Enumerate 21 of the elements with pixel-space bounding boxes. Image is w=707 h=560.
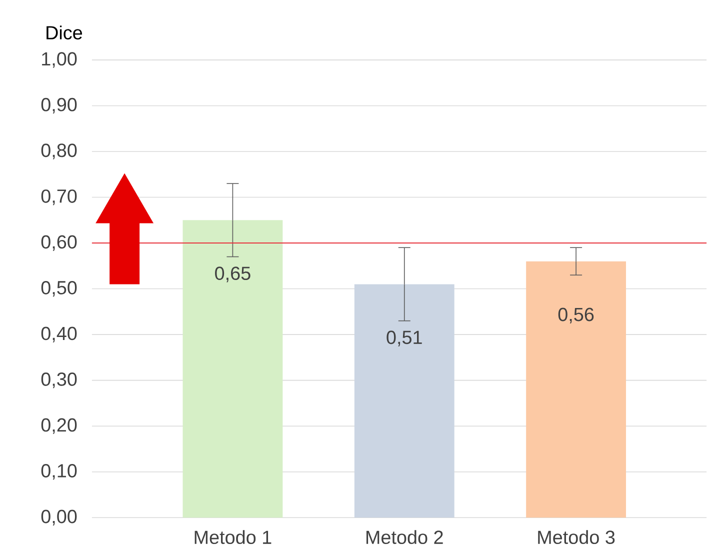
bar [354,284,454,518]
y-tick-label: 1,00 [42,52,77,68]
data-label: 0,65 [215,266,250,282]
bar [526,262,626,518]
y-tick-label: 0,70 [41,190,77,206]
data-label: 0,56 [558,308,594,324]
y-tick-label: 0,40 [41,326,77,343]
y-tick-label: 0,10 [41,464,77,480]
y-tick-label: 0,60 [41,235,77,252]
bar [182,220,283,518]
y-tick-label: 0,00 [41,510,77,526]
y-tick-label: 0,90 [41,98,77,114]
x-tick-label: Metodo 1 [194,530,272,544]
y-tick-label: 0,50 [41,281,77,297]
x-tick-label: Metodo 2 [366,530,443,544]
y-axis-title: Dice [46,26,82,40]
x-tick-label: Metodo 3 [538,530,615,544]
y-tick-label: 0,30 [41,372,77,388]
y-tick-label: 0,80 [41,144,77,160]
y-tick-label: 0,20 [41,418,77,434]
data-label: 0,51 [386,330,422,347]
